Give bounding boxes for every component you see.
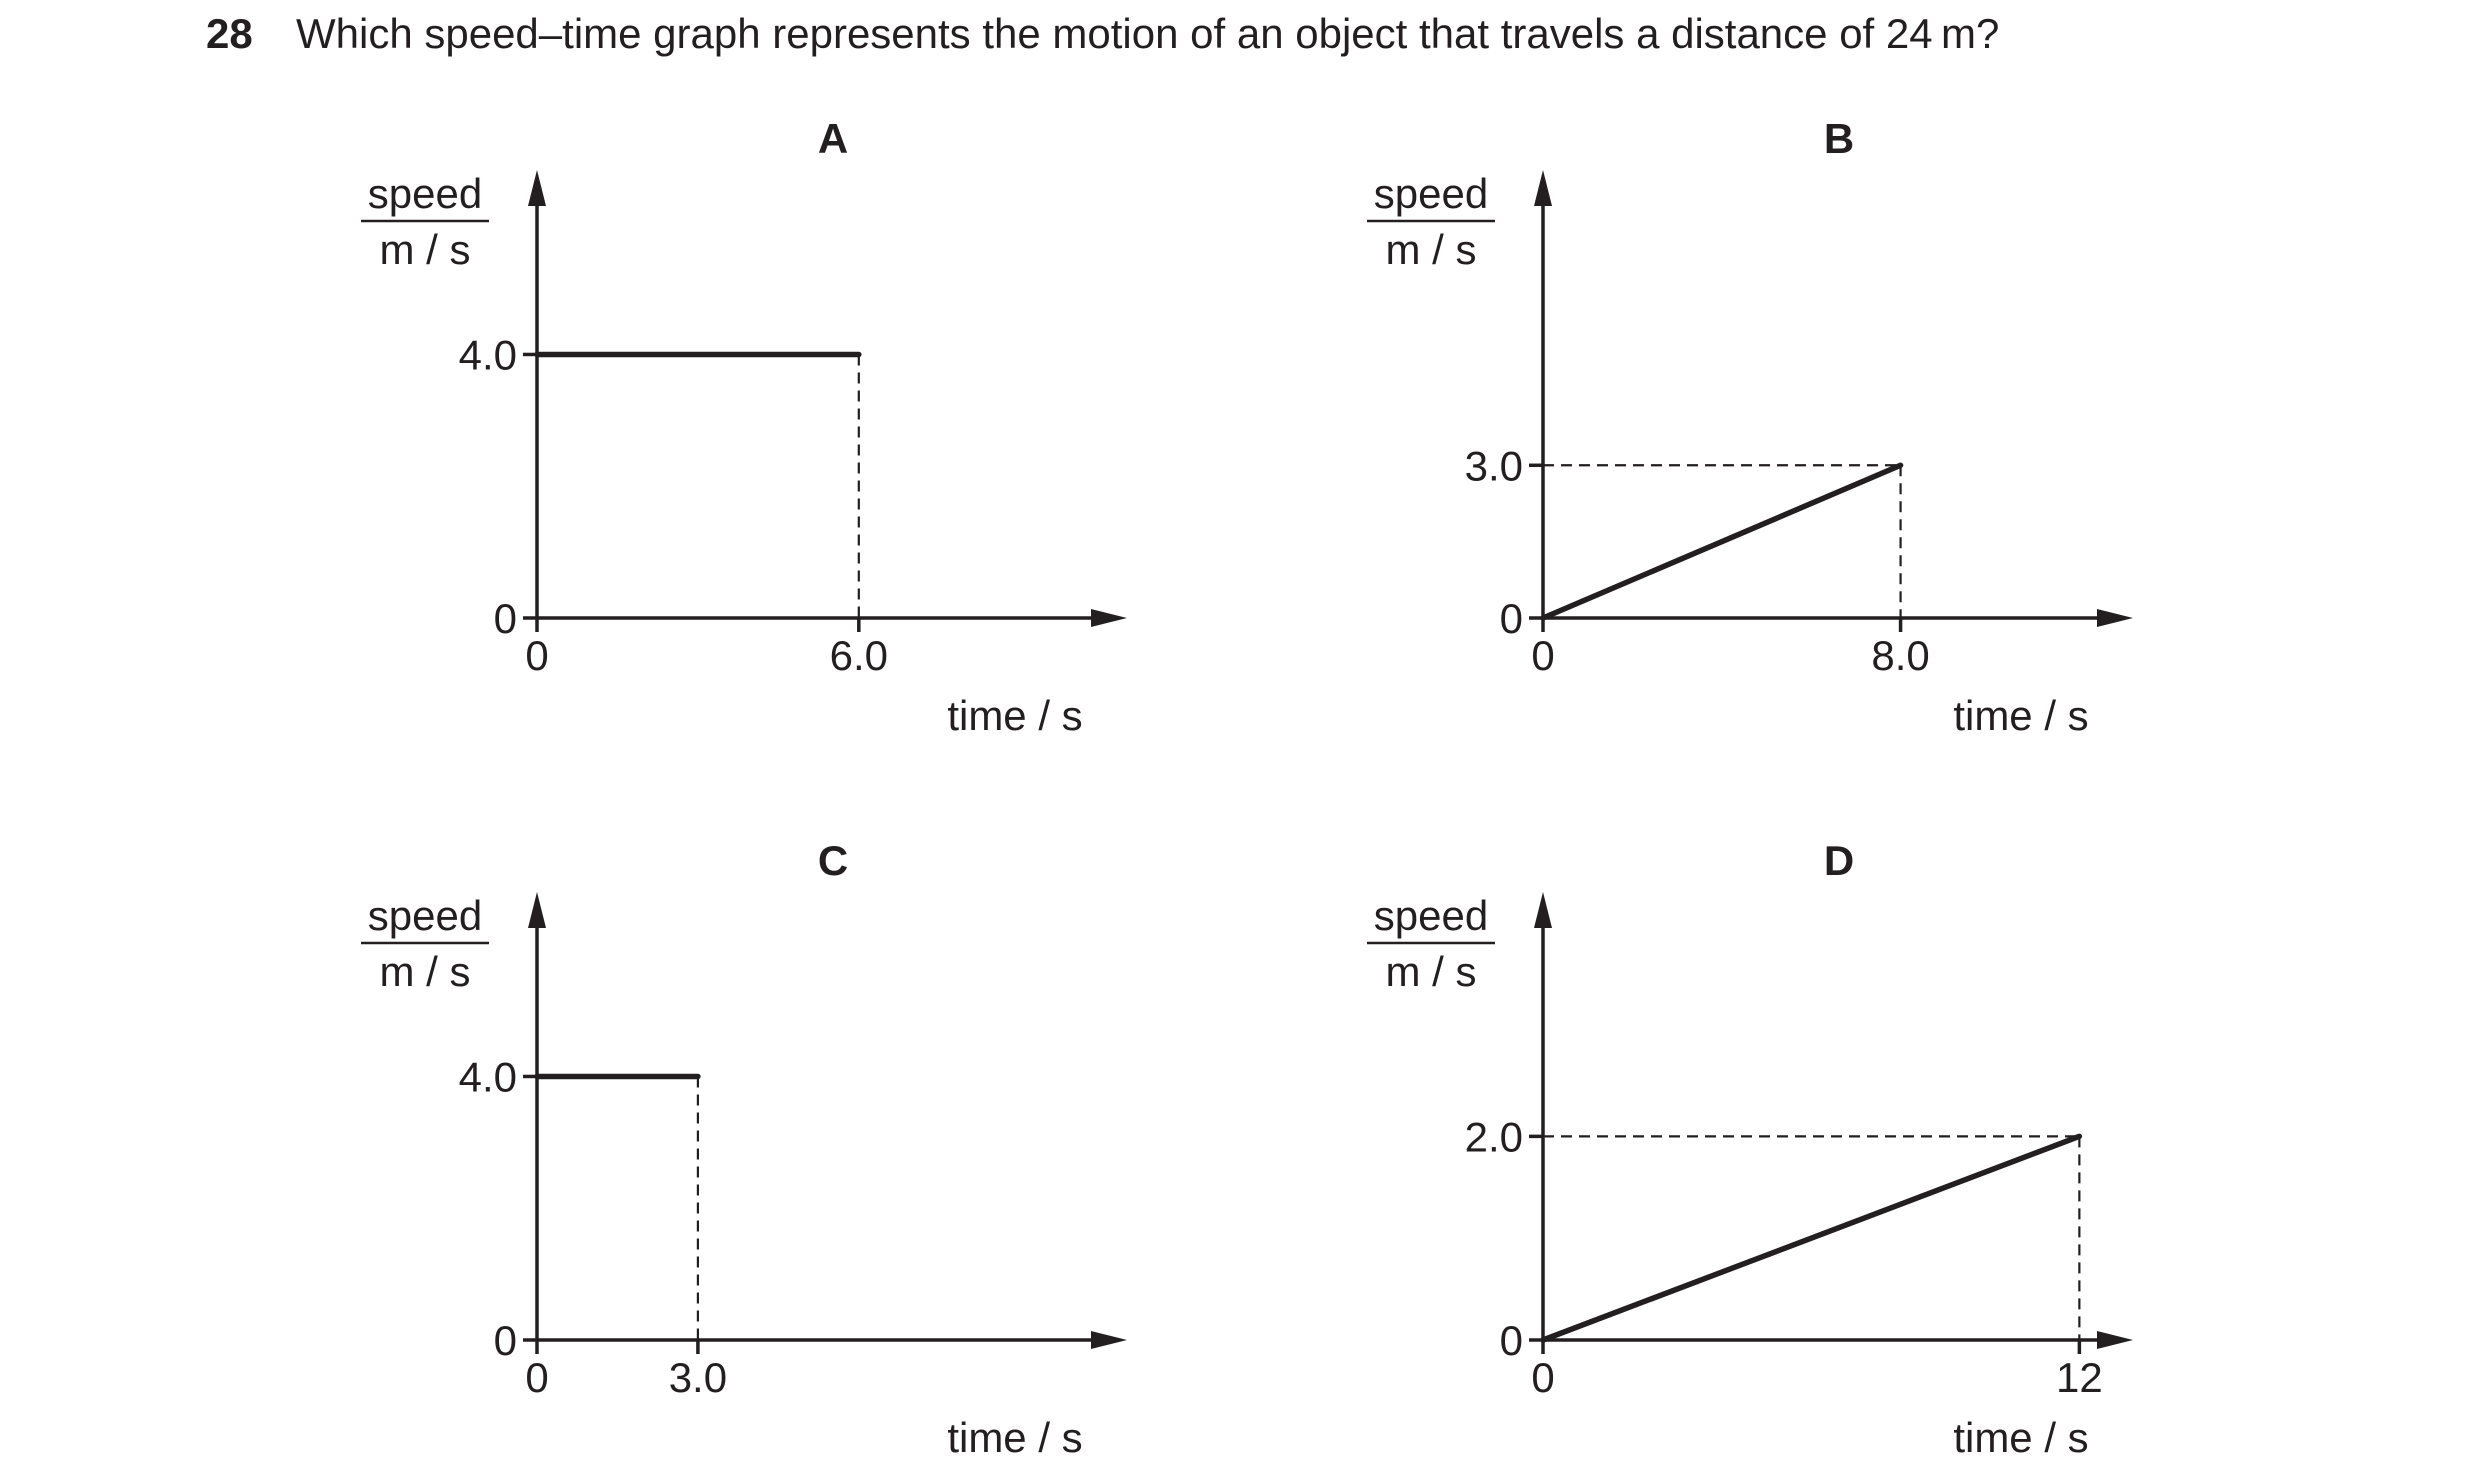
y-tick-label: 3.0 [1465, 442, 1523, 489]
y-tick-label: 4.0 [459, 1053, 517, 1100]
y-axis-label: speed [1374, 892, 1488, 939]
y-axis-unit: m / s [1386, 948, 1477, 995]
y-axis-arrowhead [1534, 892, 1552, 928]
y-axis-unit: m / s [1386, 226, 1477, 273]
option-letter: C [818, 837, 848, 884]
x-tick-label: 6.0 [830, 632, 888, 679]
option-letter: B [1824, 115, 1854, 162]
option-letter: A [818, 115, 848, 162]
y-axis-unit: m / s [380, 948, 471, 995]
x-axis-arrowhead [1091, 1331, 1127, 1349]
graph-a: A 0 4.0 0 6.0 speed m / s time / s [361, 115, 1127, 739]
option-letter: D [1824, 837, 1854, 884]
x-axis-arrowhead [2097, 609, 2133, 627]
y-axis-unit: m / s [380, 226, 471, 273]
y-tick-label: 4.0 [459, 331, 517, 378]
x-axis-arrowhead [1091, 609, 1127, 627]
x-tick-label: 0 [1531, 632, 1554, 679]
graph-c: C 0 4.0 0 3.0 speed m / s time / s [361, 837, 1127, 1461]
data-line [1540, 1133, 2083, 1343]
y-axis-label: speed [368, 170, 482, 217]
x-axis-label: time / s [1953, 1414, 2088, 1461]
question-text: Which speed–time graph represents the mo… [296, 10, 2000, 57]
y-tick-label: 0 [494, 595, 517, 642]
x-axis-label: time / s [947, 1414, 1082, 1461]
x-axis-label: time / s [1953, 692, 2088, 739]
y-axis-arrowhead [528, 170, 546, 206]
y-axis-label: speed [1374, 170, 1488, 217]
question: 28 Which speed–time graph represents the … [206, 4, 1999, 64]
y-tick-label: 0 [494, 1317, 517, 1364]
x-tick-label: 0 [525, 632, 548, 679]
x-tick-label: 12 [2056, 1354, 2103, 1401]
question-number: 28 [206, 10, 253, 57]
x-tick-label: 0 [525, 1354, 548, 1401]
graph-b: B 0 3.0 0 8.0 speed m / s time / s [1367, 115, 2133, 739]
data-line [1540, 462, 1904, 621]
graph-d: D 0 2.0 0 12 speed m / s time / s [1367, 837, 2133, 1461]
y-axis-label: speed [368, 892, 482, 939]
y-tick-label: 0 [1500, 595, 1523, 642]
x-axis-label: time / s [947, 692, 1082, 739]
y-axis-arrowhead [528, 892, 546, 928]
y-tick-label: 0 [1500, 1317, 1523, 1364]
y-tick-label: 2.0 [1465, 1113, 1523, 1160]
x-axis-arrowhead [2097, 1331, 2133, 1349]
x-tick-label: 3.0 [669, 1354, 727, 1401]
x-tick-label: 8.0 [1871, 632, 1929, 679]
y-axis-arrowhead [1534, 170, 1552, 206]
x-tick-label: 0 [1531, 1354, 1554, 1401]
